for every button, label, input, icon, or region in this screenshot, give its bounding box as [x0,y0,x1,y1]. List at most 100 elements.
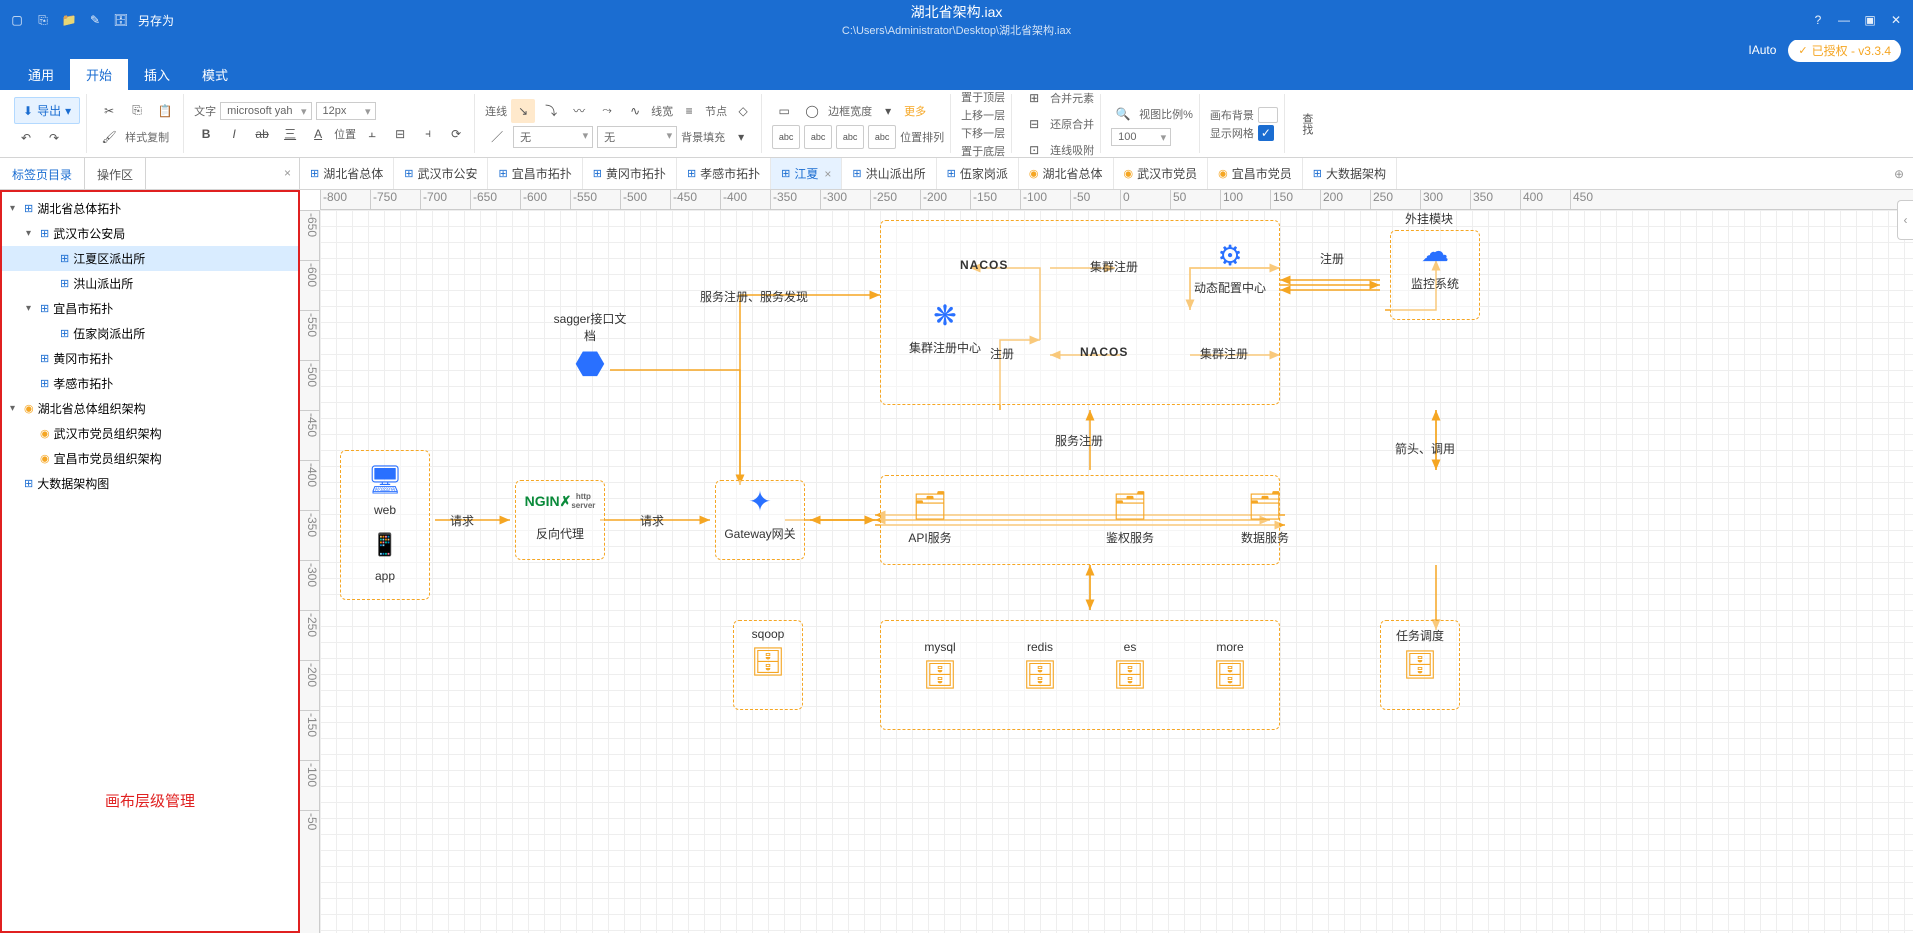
tree-item-5[interactable]: ⊞伍家岗派出所 [2,321,298,346]
abc4-icon[interactable]: abc [868,125,896,149]
tree-item-1[interactable]: ▾⊞武汉市公安局 [2,221,298,246]
bgfill-icon[interactable]: ▾ [729,125,753,149]
tree-item-3[interactable]: ⊞洪山派出所 [2,271,298,296]
tree-item-10[interactable]: ◉宜昌市党员组织架构 [2,446,298,471]
font-size-select[interactable]: 12px [316,102,376,120]
node-sagger[interactable]: sagger接口文档 ⬣ [550,310,630,388]
left-tab-toc[interactable]: 标签页目录 [0,158,85,189]
tree-caret-icon[interactable]: ▾ [10,403,20,414]
canvas[interactable]: 🖥web 📱app 请求 NGIN✗http server 反向代理 请求 sa… [320,210,1913,933]
showgrid-checkbox[interactable]: ✓ [1258,125,1274,141]
align-h-icon[interactable]: ⊟ [388,122,412,146]
tree-item-4[interactable]: ▾⊞宜昌市拓扑 [2,296,298,321]
abc2-icon[interactable]: abc [804,125,832,149]
connector-curve-icon[interactable]: 〰 [567,99,591,123]
find-button[interactable]: 查找 [1295,109,1319,139]
help-icon[interactable]: ? [1809,11,1827,29]
underline-icon[interactable]: 三 [278,122,302,146]
zoom-icon[interactable]: 🔍 [1111,102,1135,126]
canvasbg-swatch[interactable] [1258,107,1278,123]
align-dist-icon[interactable]: ⫞ [416,122,440,146]
left-tab-workarea[interactable]: 操作区 [85,158,146,189]
line-color-icon[interactable]: ／ [485,125,509,149]
node-style-icon[interactable]: ◇ [731,99,755,123]
abc1-icon[interactable]: abc [772,125,800,149]
add-tab-button[interactable]: ⊕ [1885,158,1913,189]
bold-icon[interactable]: B [194,122,218,146]
canvas-area[interactable]: -800-750-700-650-600-550-500-450-400-350… [300,190,1913,933]
doc-tab-7[interactable]: ⊞伍家岗派 [937,158,1019,189]
menu-insert[interactable]: 插入 [128,59,186,90]
connector-free-icon[interactable]: ⤳ [595,99,619,123]
linewidth-icon[interactable]: ≡ [677,99,701,123]
shape2-icon[interactable]: ◯ [800,99,824,123]
connector-spline-icon[interactable]: ∿ [623,99,647,123]
tree-item-0[interactable]: ▾⊞湖北省总体拓扑 [2,196,298,221]
doc-tab-11[interactable]: ⊞大数据架构 [1303,158,1397,189]
node-reg-center[interactable]: ❋ 集群注册中心 [905,295,985,356]
doc-tab-6[interactable]: ⊞洪山派出所 [842,158,936,189]
node-more[interactable]: more🗄 [1200,640,1260,698]
format-painter-icon[interactable]: 🖌 [97,125,121,149]
edit-icon[interactable]: ✎ [86,11,104,29]
cut-icon[interactable]: ✂ [97,99,121,123]
new-icon[interactable]: ⎘ [34,11,52,29]
node-mysql[interactable]: mysql🗄 [910,640,970,698]
node-es[interactable]: es🗄 [1100,640,1160,698]
fill1-select[interactable]: 无 [513,126,593,148]
node-auth[interactable]: 🗂鉴权服务 [1095,485,1165,546]
save-as-button[interactable]: 另存为 [138,12,174,29]
maximize-icon[interactable]: ▣ [1861,11,1879,29]
menu-start[interactable]: 开始 [70,59,128,90]
abc3-icon[interactable]: abc [836,125,864,149]
tree-caret-icon[interactable]: ▾ [10,203,20,214]
menu-general[interactable]: 通用 [12,59,70,90]
strike-icon[interactable]: ab [250,122,274,146]
doc-tab-3[interactable]: ⊞黄冈市拓扑 [583,158,677,189]
node-api[interactable]: 🗂API服务 [895,485,965,546]
doc-tab-5[interactable]: ⊞江夏× [771,158,842,189]
doc-tab-0[interactable]: ⊞湖北省总体 [300,158,394,189]
node-dynconfig[interactable]: ⚙ 动态配置中心 [1190,235,1270,296]
align-v-icon[interactable]: ⫠ [360,122,384,146]
doc-tab-1[interactable]: ⊞武汉市公安 [394,158,488,189]
connector-straight-icon[interactable]: ↘ [511,99,535,123]
zoom-select[interactable]: 100 [1111,128,1171,146]
shape1-icon[interactable]: ▭ [772,99,796,123]
node-nginx[interactable]: NGIN✗http server 反向代理 [515,480,605,560]
tree-item-9[interactable]: ◉武汉市党员组织架构 [2,421,298,446]
fill2-select[interactable]: 无 [597,126,677,148]
doc-tab-8[interactable]: ◉湖北省总体 [1019,158,1114,189]
doc-tab-9[interactable]: ◉武汉市党员 [1114,158,1209,189]
menu-mode[interactable]: 模式 [186,59,244,90]
paste-icon[interactable]: 📋 [153,99,177,123]
font-color-icon[interactable]: A [306,122,330,146]
node-monitor[interactable]: ☁ 监控系统 [1390,230,1480,320]
font-family-select[interactable]: microsoft yah [220,102,311,120]
tree-caret-icon[interactable]: ▾ [26,303,36,314]
export-button[interactable]: ⬇ 导出 ▾ [14,97,80,124]
minimize-icon[interactable]: — [1835,11,1853,29]
tree-item-7[interactable]: ⊞孝感市拓扑 [2,371,298,396]
copy-icon[interactable]: ⎘ [125,99,149,123]
connector-elbow-icon[interactable]: ⤵ [539,99,563,123]
tree-item-6[interactable]: ⊞黄冈市拓扑 [2,346,298,371]
save-icon[interactable]: ▢ [8,11,26,29]
rotate-icon[interactable]: ⟳ [444,122,468,146]
close-icon[interactable]: ✕ [1887,11,1905,29]
left-tabs-close-icon[interactable]: × [276,158,299,189]
undo-icon[interactable]: ↶ [14,126,38,150]
doc-tab-2[interactable]: ⊞宜昌市拓扑 [488,158,582,189]
tree-item-11[interactable]: ⊞大数据架构图 [2,471,298,496]
node-client-group[interactable]: 🖥web 📱app [340,450,430,600]
doc-tab-4[interactable]: ⊞孝感市拓扑 [677,158,771,189]
borderwidth-icon[interactable]: ▾ [876,99,900,123]
redo-icon[interactable]: ↷ [42,126,66,150]
tree-caret-icon[interactable]: ▾ [26,228,36,239]
node-schedule[interactable]: 任务调度🗄 [1380,620,1460,710]
folder-icon[interactable]: 📁 [60,11,78,29]
tree-item-8[interactable]: ▾◉湖北省总体组织架构 [2,396,298,421]
db-icon[interactable]: 🗄 [112,11,130,29]
node-sqoop[interactable]: sqoop🗄 [733,620,803,710]
tab-close-icon[interactable]: × [824,167,831,181]
